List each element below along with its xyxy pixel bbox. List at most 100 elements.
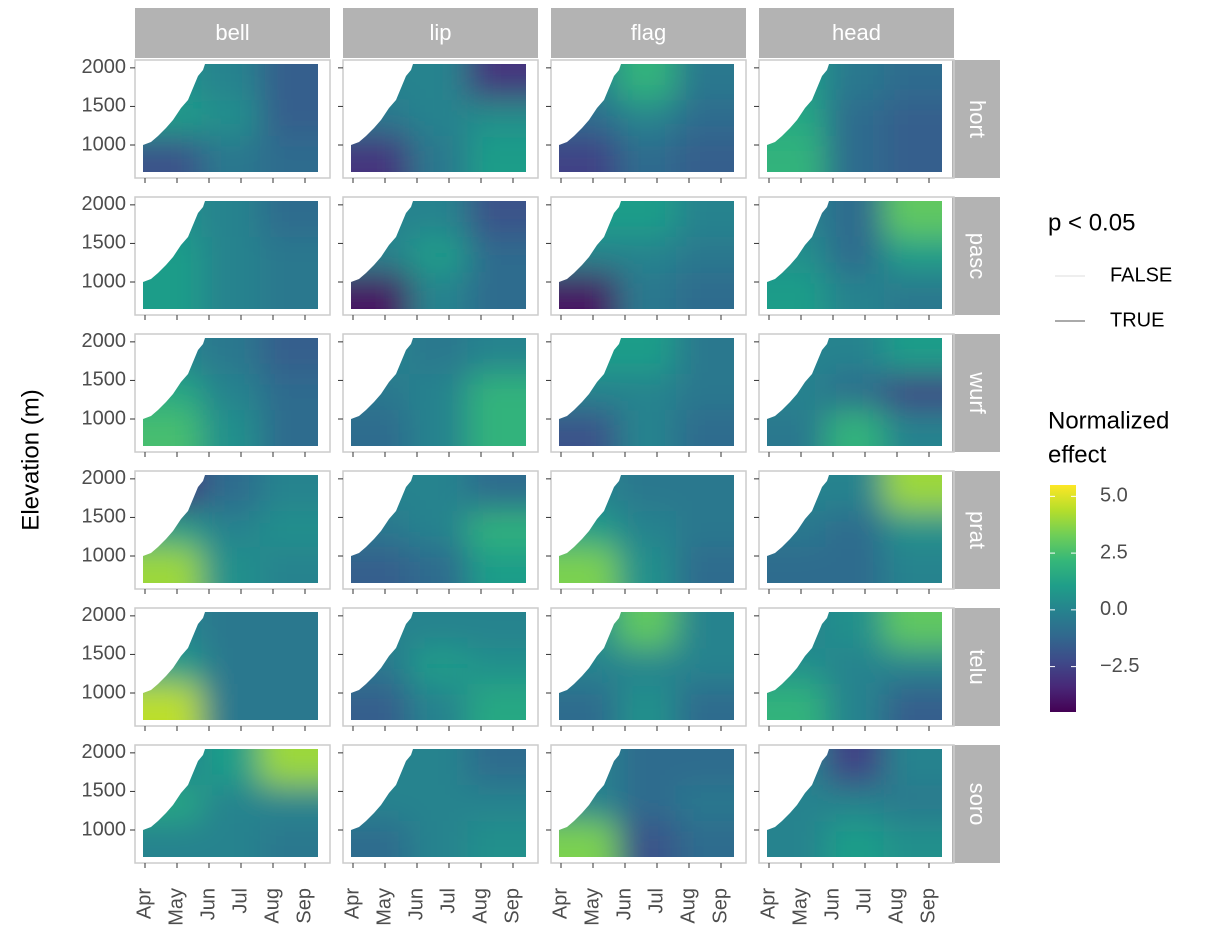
effect-cell xyxy=(617,273,677,309)
effect-cell xyxy=(767,785,826,822)
panel xyxy=(767,201,942,309)
strip-label: pasc xyxy=(965,233,990,279)
effect-cell xyxy=(409,64,469,101)
panel-border xyxy=(134,196,331,316)
strip xyxy=(759,8,954,58)
effect-cell xyxy=(883,100,942,137)
colorbar xyxy=(1050,485,1076,712)
effect-cell xyxy=(259,547,318,583)
panel-border xyxy=(342,607,539,727)
y-tick-label: 1000 xyxy=(82,270,127,292)
effect-cell xyxy=(767,821,826,857)
effect-cell xyxy=(767,201,826,238)
effect-cell xyxy=(559,237,618,274)
effect-cell xyxy=(259,785,318,822)
effect-cell xyxy=(675,410,734,446)
effect-cell xyxy=(351,648,410,685)
effect-cell xyxy=(259,374,318,411)
effect-cell xyxy=(467,749,526,786)
strip-label: soro xyxy=(965,783,990,826)
panel-border xyxy=(342,59,539,179)
panel xyxy=(351,749,526,857)
effect-cell xyxy=(883,511,942,548)
y-tick-label: 1000 xyxy=(82,133,127,155)
y-tick-label: 1500 xyxy=(82,232,127,254)
effect-cell xyxy=(467,100,526,137)
panel-border xyxy=(758,196,955,316)
effect-cell xyxy=(883,612,942,649)
effect-cell xyxy=(617,237,677,274)
effect-cell xyxy=(617,100,677,137)
x-tick-label: May xyxy=(581,888,603,926)
effect-cell xyxy=(767,338,826,375)
effect-cell xyxy=(825,821,885,857)
effect-cell xyxy=(559,136,618,172)
effect-cell xyxy=(351,273,410,309)
effect-cell xyxy=(143,821,202,857)
effect-cell xyxy=(409,684,469,720)
effect-cell xyxy=(559,410,618,446)
effect-cell xyxy=(201,64,261,101)
panel-border xyxy=(134,470,331,590)
effect-cell xyxy=(675,273,734,309)
panel xyxy=(767,749,942,857)
effect-cell xyxy=(675,547,734,583)
effect-cell xyxy=(351,136,410,172)
field xyxy=(351,612,526,720)
effect-cell xyxy=(409,547,469,583)
effect-cell xyxy=(201,821,261,857)
strip xyxy=(952,745,1000,863)
x-tick-label: Aug xyxy=(677,888,699,924)
effect-cell xyxy=(259,821,318,857)
strip-label: bell xyxy=(215,20,249,45)
effect-cell xyxy=(409,475,469,512)
panel-border xyxy=(550,607,747,727)
panel xyxy=(767,338,942,446)
effect-cell xyxy=(825,475,885,512)
strip xyxy=(135,8,330,58)
effect-cell xyxy=(559,511,618,548)
panel-border xyxy=(758,59,955,179)
effect-cell xyxy=(883,684,942,720)
effect-cell xyxy=(825,684,885,720)
effect-cell xyxy=(617,410,677,446)
legend-label: FALSE xyxy=(1110,264,1172,286)
effect-cell xyxy=(467,338,526,375)
effect-cell xyxy=(559,785,618,822)
effect-cell xyxy=(201,612,261,649)
effect-cell xyxy=(259,511,318,548)
effect-cell xyxy=(883,648,942,685)
effect-cell xyxy=(351,100,410,137)
effect-cell xyxy=(143,410,202,446)
effect-cell xyxy=(617,547,677,583)
effect-cell xyxy=(201,749,261,786)
effect-cell xyxy=(143,547,202,583)
field xyxy=(143,612,318,720)
panel-border xyxy=(758,333,955,453)
effect-cell xyxy=(883,201,942,238)
effect-cell xyxy=(767,374,826,411)
y-tick-label: 1500 xyxy=(82,780,127,802)
y-tick-label: 1000 xyxy=(82,407,127,429)
effect-cell xyxy=(825,374,885,411)
effect-cell xyxy=(883,273,942,309)
x-tick-label: May xyxy=(373,888,395,926)
effect-cell xyxy=(409,410,469,446)
effect-cell xyxy=(767,136,826,172)
effect-cell xyxy=(675,136,734,172)
panel xyxy=(767,475,942,583)
effect-cell xyxy=(825,648,885,685)
effect-cell xyxy=(409,273,469,309)
panel xyxy=(143,475,318,583)
panel xyxy=(351,201,526,309)
panel-border xyxy=(550,196,747,316)
effect-cell xyxy=(259,338,318,375)
field xyxy=(559,64,734,172)
effect-cell xyxy=(675,511,734,548)
x-tick-label: Jul xyxy=(645,888,667,914)
effect-cell xyxy=(883,547,942,583)
effect-cell xyxy=(351,684,410,720)
effect-cell xyxy=(351,547,410,583)
effect-cell xyxy=(467,547,526,583)
